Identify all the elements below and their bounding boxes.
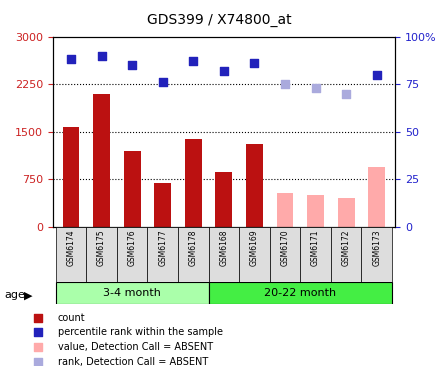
Text: GSM6169: GSM6169 xyxy=(249,230,258,266)
Text: GSM6173: GSM6173 xyxy=(371,230,380,266)
Bar xyxy=(184,139,201,227)
Point xyxy=(342,91,349,97)
Point xyxy=(159,79,166,85)
Point xyxy=(67,56,74,62)
Point xyxy=(34,329,41,335)
FancyBboxPatch shape xyxy=(56,282,208,304)
Bar xyxy=(337,198,354,227)
Text: GSM6176: GSM6176 xyxy=(127,230,136,266)
Point xyxy=(189,59,196,64)
Text: GSM6175: GSM6175 xyxy=(97,230,106,266)
Bar xyxy=(154,183,171,227)
Text: GSM6178: GSM6178 xyxy=(188,230,198,266)
FancyBboxPatch shape xyxy=(86,227,117,282)
FancyBboxPatch shape xyxy=(300,227,330,282)
Text: GSM6172: GSM6172 xyxy=(341,230,350,266)
FancyBboxPatch shape xyxy=(330,227,360,282)
FancyBboxPatch shape xyxy=(269,227,300,282)
Text: GSM6177: GSM6177 xyxy=(158,230,167,266)
Text: GSM6168: GSM6168 xyxy=(219,230,228,266)
Text: GSM6171: GSM6171 xyxy=(311,230,319,266)
FancyBboxPatch shape xyxy=(147,227,178,282)
FancyBboxPatch shape xyxy=(56,227,86,282)
Bar xyxy=(93,94,110,227)
Point xyxy=(251,60,258,66)
FancyBboxPatch shape xyxy=(117,227,147,282)
Point xyxy=(98,53,105,59)
Text: GSM6170: GSM6170 xyxy=(280,230,289,266)
Point xyxy=(128,62,135,68)
Text: count: count xyxy=(57,313,85,323)
Bar xyxy=(124,151,140,227)
Bar xyxy=(307,195,323,227)
Text: 20-22 month: 20-22 month xyxy=(264,288,336,298)
Point xyxy=(34,344,41,350)
Bar xyxy=(215,172,232,227)
Point xyxy=(311,85,318,91)
Text: 3-4 month: 3-4 month xyxy=(103,288,161,298)
Text: age: age xyxy=(4,290,25,300)
Point xyxy=(220,68,227,74)
Text: ▶: ▶ xyxy=(24,290,32,300)
FancyBboxPatch shape xyxy=(208,282,391,304)
FancyBboxPatch shape xyxy=(360,227,391,282)
Point xyxy=(372,72,379,78)
Bar xyxy=(367,167,384,227)
Text: rank, Detection Call = ABSENT: rank, Detection Call = ABSENT xyxy=(57,356,207,366)
Bar xyxy=(245,145,262,227)
Bar xyxy=(63,127,79,227)
Text: GDS399 / X74800_at: GDS399 / X74800_at xyxy=(147,13,291,27)
FancyBboxPatch shape xyxy=(239,227,269,282)
Text: percentile rank within the sample: percentile rank within the sample xyxy=(57,327,222,337)
Point xyxy=(34,359,41,365)
Text: GSM6174: GSM6174 xyxy=(67,230,75,266)
FancyBboxPatch shape xyxy=(208,227,239,282)
Text: value, Detection Call = ABSENT: value, Detection Call = ABSENT xyxy=(57,342,212,352)
Point xyxy=(34,315,41,321)
FancyBboxPatch shape xyxy=(178,227,208,282)
Bar xyxy=(276,193,293,227)
Point xyxy=(281,81,288,87)
